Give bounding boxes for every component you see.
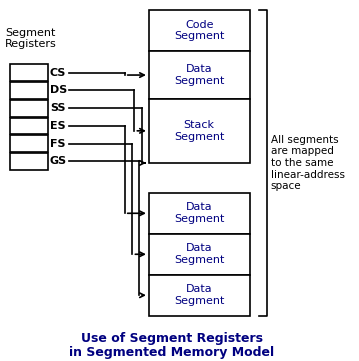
Text: GS: GS (50, 156, 67, 166)
Text: Data
Segment: Data Segment (174, 64, 224, 86)
Text: ES: ES (50, 121, 66, 131)
FancyBboxPatch shape (149, 10, 250, 51)
FancyBboxPatch shape (149, 99, 250, 163)
Text: All segments
are mapped
to the same
linear-address
space: All segments are mapped to the same line… (271, 135, 345, 191)
Text: Use of Segment Registers: Use of Segment Registers (81, 332, 263, 345)
FancyBboxPatch shape (10, 82, 48, 99)
Text: Segment
Registers: Segment Registers (5, 28, 57, 49)
Text: FS: FS (50, 139, 65, 149)
Text: Data
Segment: Data Segment (174, 243, 224, 265)
FancyBboxPatch shape (10, 100, 48, 117)
Text: Data
Segment: Data Segment (174, 203, 224, 224)
Text: CS: CS (50, 68, 66, 78)
FancyBboxPatch shape (10, 118, 48, 134)
FancyBboxPatch shape (149, 192, 250, 234)
Text: in Segmented Memory Model: in Segmented Memory Model (69, 345, 274, 358)
Text: Code
Segment: Code Segment (174, 20, 224, 42)
Text: SS: SS (50, 103, 65, 113)
Text: Stack
Segment: Stack Segment (174, 120, 224, 142)
Text: DS: DS (50, 85, 67, 95)
FancyBboxPatch shape (149, 51, 250, 99)
Text: Data
Segment: Data Segment (174, 284, 224, 306)
FancyBboxPatch shape (10, 153, 48, 170)
FancyBboxPatch shape (149, 274, 250, 316)
FancyBboxPatch shape (10, 64, 48, 81)
FancyBboxPatch shape (10, 135, 48, 152)
FancyBboxPatch shape (149, 234, 250, 274)
